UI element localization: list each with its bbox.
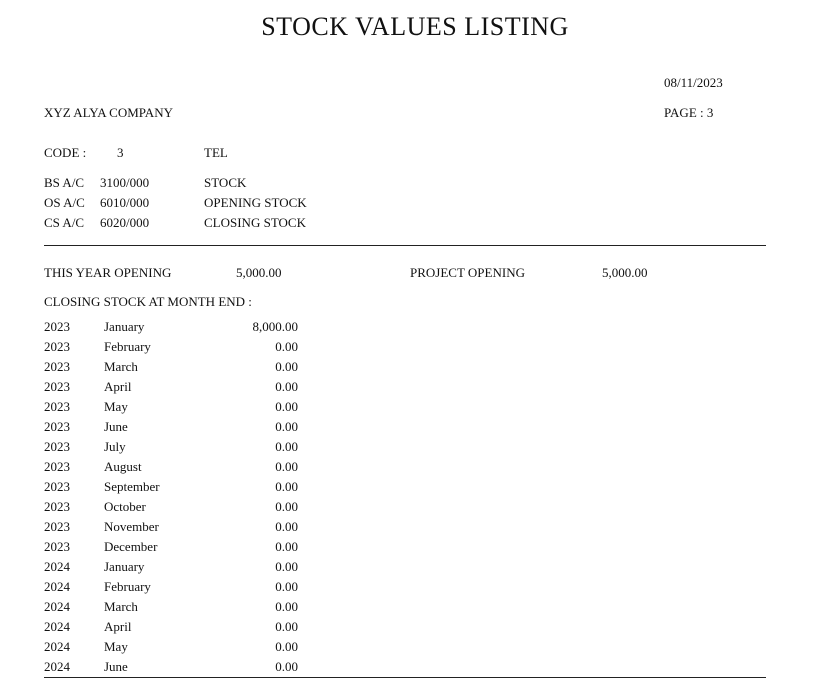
month-value: 0.00 — [275, 539, 298, 554]
month-value: 0.00 — [275, 559, 298, 574]
month-value: 8,000.00 — [252, 319, 299, 334]
month-year: 2023 — [44, 479, 70, 494]
company-name: XYZ ALYA COMPANY — [44, 105, 173, 120]
month-value: 0.00 — [275, 639, 298, 654]
account-desc: STOCK — [204, 175, 247, 190]
month-name: February — [104, 579, 151, 594]
account-label: CS A/C — [44, 215, 85, 230]
month-year: 2023 — [44, 539, 70, 554]
month-value: 0.00 — [275, 599, 298, 614]
month-year: 2024 — [44, 659, 70, 674]
month-value: 0.00 — [275, 619, 298, 634]
account-label: BS A/C — [44, 175, 85, 190]
month-value: 0.00 — [275, 379, 298, 394]
month-name: April — [104, 619, 132, 634]
month-year: 2023 — [44, 499, 70, 514]
divider-bottom — [44, 677, 766, 678]
account-label: OS A/C — [44, 195, 85, 210]
month-name: April — [104, 379, 132, 394]
month-value: 0.00 — [275, 419, 298, 434]
month-value: 0.00 — [275, 659, 298, 674]
month-year: 2023 — [44, 399, 70, 414]
month-value: 0.00 — [275, 479, 298, 494]
account-code: 6020/000 — [100, 215, 150, 230]
account-code: 3100/000 — [100, 175, 150, 190]
month-name: December — [104, 539, 158, 554]
project-opening-value: 5,000.00 — [602, 265, 648, 280]
month-value: 0.00 — [275, 439, 298, 454]
month-name: June — [104, 659, 128, 674]
month-name: May — [104, 399, 128, 414]
code-value: 3 — [117, 145, 124, 160]
account-desc: CLOSING STOCK — [204, 215, 306, 230]
account-desc: OPENING STOCK — [204, 195, 307, 210]
month-year: 2024 — [44, 639, 70, 654]
month-value: 0.00 — [275, 399, 298, 414]
month-value: 0.00 — [275, 359, 298, 374]
month-year: 2023 — [44, 359, 70, 374]
this-year-opening-label: THIS YEAR OPENING — [44, 265, 172, 280]
report-date: 08/11/2023 — [664, 75, 723, 90]
code-name: TEL — [204, 145, 228, 160]
month-year: 2023 — [44, 439, 70, 454]
month-name: January — [104, 559, 145, 574]
month-year: 2023 — [44, 459, 70, 474]
account-code: 6010/000 — [100, 195, 150, 210]
month-name: August — [104, 459, 142, 474]
month-name: July — [104, 439, 126, 454]
month-year: 2023 — [44, 379, 70, 394]
month-year: 2024 — [44, 559, 70, 574]
month-year: 2024 — [44, 619, 70, 634]
month-value: 0.00 — [275, 499, 298, 514]
project-opening-label: PROJECT OPENING — [410, 265, 525, 280]
month-value: 0.00 — [275, 519, 298, 534]
month-value: 0.00 — [275, 459, 298, 474]
month-name: May — [104, 639, 128, 654]
month-value: 0.00 — [275, 339, 298, 354]
month-name: November — [104, 519, 159, 534]
month-name: June — [104, 419, 128, 434]
month-name: October — [104, 499, 146, 514]
month-year: 2023 — [44, 319, 70, 334]
code-label: CODE : — [44, 145, 87, 160]
month-name: September — [104, 479, 160, 494]
month-name: March — [104, 359, 138, 374]
closing-stock-header: CLOSING STOCK AT MONTH END : — [44, 294, 252, 309]
month-name: January — [104, 319, 145, 334]
month-name: February — [104, 339, 151, 354]
month-year: 2023 — [44, 419, 70, 434]
month-year: 2024 — [44, 579, 70, 594]
divider-top — [44, 245, 766, 246]
month-year: 2023 — [44, 519, 70, 534]
month-year: 2023 — [44, 339, 70, 354]
this-year-opening-value: 5,000.00 — [236, 265, 282, 280]
month-value: 0.00 — [275, 579, 298, 594]
month-name: March — [104, 599, 138, 614]
month-year: 2024 — [44, 599, 70, 614]
report-title: STOCK VALUES LISTING — [261, 12, 569, 41]
page-number: PAGE : 3 — [664, 105, 714, 120]
